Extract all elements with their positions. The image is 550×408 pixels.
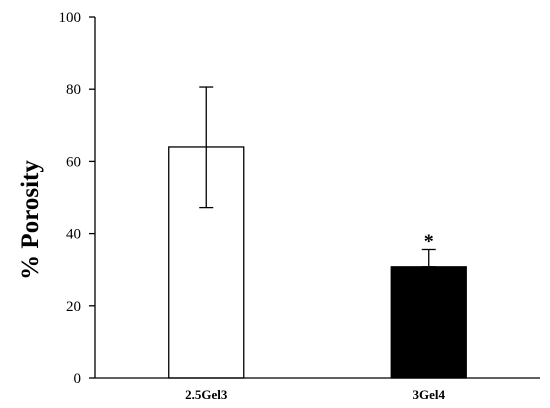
y-tick-label: 0 bbox=[74, 371, 82, 387]
bar-3Gel4 bbox=[390, 266, 467, 379]
y-axis-ticks: 0 20 40 60 80 100 bbox=[59, 10, 95, 387]
significance-marker: * bbox=[424, 230, 434, 252]
error-bars bbox=[199, 86, 436, 268]
category-labels: 2.5Gel3 3Gel4 bbox=[185, 387, 445, 402]
annotations: * bbox=[424, 230, 434, 252]
category-label: 2.5Gel3 bbox=[185, 387, 228, 402]
y-tick-label: 40 bbox=[66, 227, 81, 243]
y-axis-title: % Porosity bbox=[17, 160, 44, 280]
y-tick-label: 80 bbox=[66, 82, 81, 98]
y-tick-label: 60 bbox=[66, 154, 81, 170]
y-tick-label: 100 bbox=[59, 10, 82, 26]
y-tick-label: 20 bbox=[66, 299, 81, 315]
category-label: 3Gel4 bbox=[413, 387, 446, 402]
bars bbox=[168, 146, 467, 379]
